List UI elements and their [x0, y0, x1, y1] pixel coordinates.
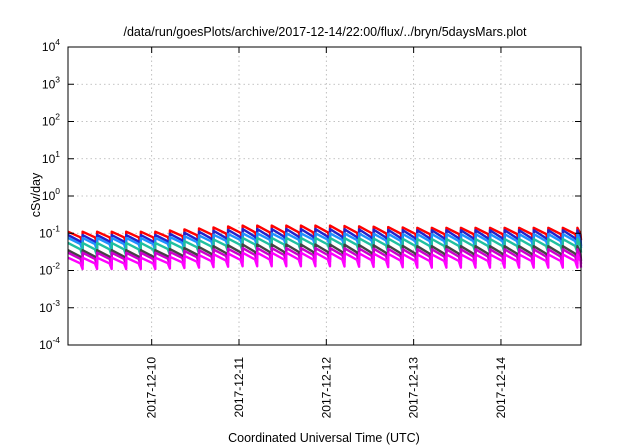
x-axis-label: Coordinated Universal Time (UTC) [228, 431, 420, 445]
y-tick-label: 104 [42, 37, 60, 54]
x-tick-label: 2017-12-13 [407, 357, 421, 419]
y-tick-label: 101 [42, 149, 60, 166]
series-group [67, 224, 583, 271]
y-tick-label: 10-1 [39, 223, 60, 240]
x-tick-label: 2017-12-12 [319, 357, 333, 419]
y-tick-label: 10-3 [39, 298, 60, 315]
x-tick-label: 2017-12-10 [145, 357, 159, 419]
y-tick-label: 100 [42, 186, 60, 203]
y-tick-label: 10-4 [39, 335, 60, 352]
y-tick-label: 103 [42, 74, 60, 91]
y-tick-label: 102 [42, 112, 60, 129]
x-tick-label: 2017-12-11 [232, 357, 246, 418]
x-tick-label: 2017-12-14 [494, 357, 508, 419]
chart-title: /data/run/goesPlots/archive/2017-12-14/2… [123, 25, 527, 39]
y-axis-label: cSv/day [29, 172, 43, 217]
grid [68, 47, 581, 345]
x-ticks: 2017-12-10 2017-12-11 2017-12-12 2017-12-13… [145, 47, 508, 418]
y-ticks: 10-4 10-3 10-2 10-1 100 101 102 103 104 [39, 37, 581, 352]
series-line [67, 251, 583, 271]
y-tick-label: 10-2 [39, 261, 60, 278]
